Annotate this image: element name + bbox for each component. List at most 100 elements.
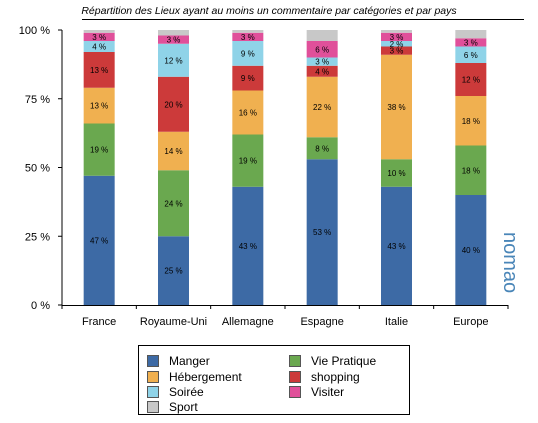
bar-segment [83, 30, 115, 33]
data-label: 6 % [315, 45, 329, 54]
y-tick-label: 50 % [25, 163, 50, 175]
bar-segment [83, 52, 115, 88]
bar-segment [455, 46, 487, 63]
bar-segment [158, 43, 189, 77]
data-label: 3 % [464, 38, 478, 47]
nomao-logo: nomao [482, 232, 522, 302]
bar-segment [232, 65, 264, 91]
bar-segment [158, 170, 189, 237]
data-label: 18 % [462, 166, 480, 175]
bar-segment [381, 32, 412, 41]
bar-segment [381, 159, 412, 187]
bar-segment [455, 30, 487, 39]
y-tick-label: 100 % [19, 25, 50, 37]
legend-swatch [289, 386, 301, 398]
chart-legend: Manger Hébergement Soirée Sport Vie Prat… [138, 345, 410, 415]
data-label: 40 % [462, 246, 480, 255]
bar-segment [83, 123, 115, 176]
data-label: 3 % [315, 58, 329, 67]
legend-label: Visiter [311, 385, 345, 399]
bar-segment [306, 30, 338, 41]
x-tick-label: Allemagne [222, 316, 274, 328]
legend-swatch [289, 371, 301, 383]
data-label: 24 % [164, 199, 182, 208]
x-tick-label: Espagne [300, 316, 343, 328]
bar-segment [232, 32, 264, 41]
legend-label: shopping [311, 370, 360, 384]
legend-swatch [147, 386, 159, 398]
data-label: 8 % [315, 144, 329, 153]
bar-segment [306, 65, 338, 77]
data-label: 22 % [313, 103, 331, 112]
brand-text: nomao [499, 232, 521, 293]
bar-segment [158, 35, 189, 44]
data-label: 14 % [164, 147, 182, 156]
data-label: 3 % [390, 47, 404, 56]
data-label: 12 % [462, 76, 480, 85]
bar-segment [306, 159, 338, 305]
bar-segment [381, 46, 412, 55]
data-label: 9 % [241, 74, 255, 83]
bar-segment [381, 186, 412, 305]
y-tick-label: 25 % [25, 231, 50, 243]
bar-segment [83, 175, 115, 305]
legend-swatch [147, 355, 159, 367]
legend-label: Hébergement [169, 370, 242, 384]
bar-segment [455, 195, 487, 305]
data-label: 3 % [92, 33, 106, 42]
legend-label: Sport [169, 400, 198, 414]
data-label: 4 % [92, 43, 106, 52]
data-label: 9 % [241, 49, 255, 58]
bar-segment [381, 54, 412, 160]
data-label: 13 % [90, 102, 108, 111]
bar-segment [455, 38, 487, 47]
bar-segment [306, 57, 338, 66]
bar-segment [306, 137, 338, 160]
data-label: 6 % [464, 51, 478, 60]
bar-segment [232, 41, 264, 66]
bar-segment [158, 30, 189, 36]
data-label: 25 % [164, 267, 182, 276]
x-tick-label: Italie [385, 316, 408, 328]
x-tick-label: France [82, 316, 116, 328]
data-label: 10 % [387, 169, 405, 178]
bar-segment [232, 186, 264, 305]
bar-segment [158, 236, 189, 305]
legend-swatch [147, 401, 159, 413]
x-tick-label: Royaume-Uni [140, 316, 207, 328]
bar-segment [158, 76, 189, 132]
bar-segment [83, 41, 115, 52]
legend-swatch [147, 371, 159, 383]
data-label: 4 % [315, 67, 329, 76]
bar-segment [232, 90, 264, 135]
y-tick-label: 0 % [31, 300, 50, 312]
x-tick-label: Europe [453, 316, 488, 328]
legend-label: Soirée [169, 385, 204, 399]
bar-segment [83, 32, 115, 41]
data-label: 12 % [164, 56, 182, 65]
y-tick-label: 75 % [25, 94, 50, 106]
bar-segment [232, 134, 264, 187]
data-label: 19 % [90, 146, 108, 155]
data-label: 3 % [241, 33, 255, 42]
data-label: 47 % [90, 236, 108, 245]
data-label: 43 % [239, 242, 257, 251]
bar-segment [381, 41, 412, 47]
legend-label: Vie Pratique [311, 354, 377, 368]
data-label: 38 % [387, 103, 405, 112]
data-label: 3 % [167, 36, 181, 45]
data-label: 18 % [462, 117, 480, 126]
data-label: 2 % [390, 40, 404, 49]
bar-segment [455, 96, 487, 146]
data-label: 13 % [90, 66, 108, 75]
chart-title: Répartition des Lieux ayant au moins un … [81, 5, 457, 17]
data-label: 43 % [387, 242, 405, 251]
bar-segment [455, 63, 487, 96]
data-label: 19 % [239, 157, 257, 166]
bar-segment [306, 76, 338, 138]
bar-segment [455, 145, 487, 195]
data-label: 3 % [390, 33, 404, 42]
data-label: 53 % [313, 228, 331, 237]
legend-label: Manger [169, 354, 210, 368]
